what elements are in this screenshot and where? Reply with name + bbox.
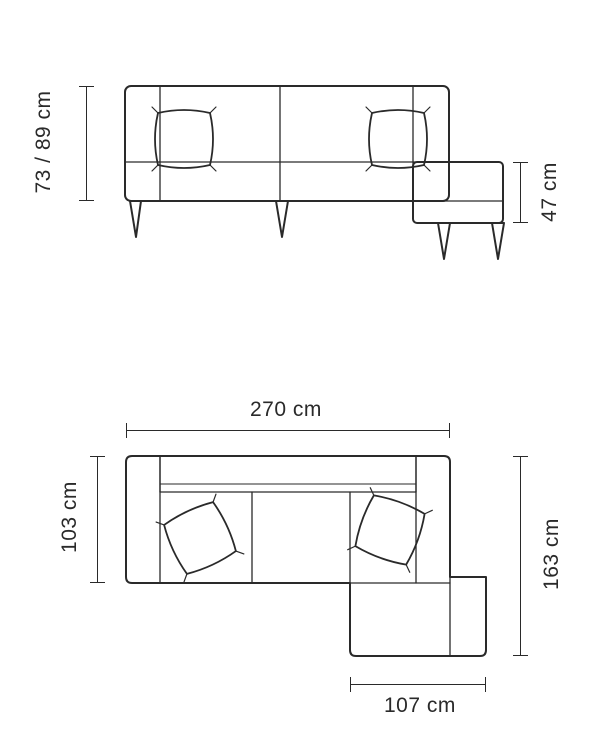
dim-line-chaise-depth	[520, 456, 521, 656]
dim-line-main-depth	[97, 456, 98, 583]
dim-line-back-height	[86, 86, 87, 201]
label-back-height: 73 / 89 cm	[32, 82, 56, 202]
dim-line-overall-width	[126, 430, 450, 431]
label-chaise-depth: 163 cm	[540, 514, 564, 594]
label-chaise-width: 107 cm	[384, 694, 456, 718]
sofa-top-view	[0, 370, 600, 720]
label-overall-width: 270 cm	[250, 398, 322, 422]
sofa-front-view	[0, 0, 600, 260]
dim-line-seat-height	[520, 162, 521, 223]
label-main-depth: 103 cm	[58, 477, 82, 557]
dim-line-chaise-width	[350, 684, 486, 685]
label-seat-height: 47 cm	[538, 157, 562, 227]
diagram-canvas: 73 / 89 cm 47 cm	[0, 0, 600, 741]
